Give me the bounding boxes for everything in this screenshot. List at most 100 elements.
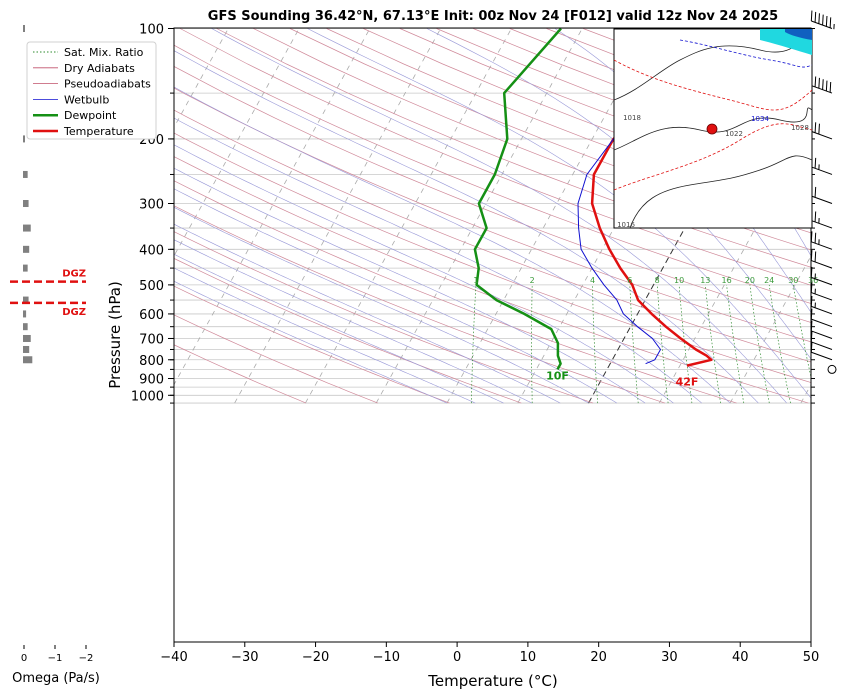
wind-barb-staff [811, 352, 832, 360]
wind-barb-staff [811, 342, 832, 350]
wind-barb-flag [811, 321, 812, 331]
wind-barb-flag [811, 342, 812, 352]
x-tick-label: 0 [453, 650, 461, 665]
omega-tick-label: −2 [79, 653, 94, 664]
wind-barb-flag [811, 282, 812, 292]
wind-barbs [811, 11, 836, 374]
wind-barb-flag [819, 78, 820, 88]
wind-barb-flag [815, 12, 816, 22]
wind-barb-flag [830, 82, 831, 92]
mixing-ratio-line [593, 285, 598, 403]
y-tick-label: 800 [139, 354, 164, 369]
wind-barb-flag [815, 233, 816, 243]
calm-wind-circle [828, 365, 836, 373]
omega-bar [23, 225, 31, 232]
omega-bar [23, 346, 29, 353]
legend-label: Temperature [63, 125, 134, 138]
legend-label: Dewpoint [64, 109, 117, 122]
omega-tick-label: −1 [48, 653, 63, 664]
wind-barb-flag [815, 187, 816, 197]
omega-bar [23, 310, 26, 317]
mixing-ratio-line [630, 285, 638, 403]
mixing-ratio-label: 6 [627, 276, 632, 285]
chart-title: GFS Sounding 36.42°N, 67.13°E Init: 00z … [208, 9, 778, 24]
mixing-ratio-label: 10 [674, 276, 684, 285]
inset-map: 1034 1018 1016 1028 1022 [614, 29, 812, 229]
map-pressure-label: 1022 [725, 130, 743, 138]
x-tick-label: 30 [661, 650, 678, 665]
x-axis-label: Temperature (°C) [427, 672, 557, 690]
y-tick-label: 600 [139, 308, 164, 323]
x-tick-label: −40 [160, 650, 187, 665]
wind-barb-flag [819, 13, 820, 23]
temperature-surface-label: 42F [676, 376, 699, 389]
mixing-ratio-label: 1 [473, 276, 478, 285]
wind-barb-flag [823, 79, 824, 89]
wind-barb-flag [811, 250, 812, 260]
legend-label: Wetbulb [64, 93, 109, 106]
mixing-ratio-label: 8 [655, 276, 660, 285]
legend-label: Sat. Mix. Ratio [64, 46, 144, 59]
wind-barb-staff [811, 293, 832, 301]
map-pressure-label: 1018 [623, 114, 641, 122]
omega-tick-label: 0 [21, 653, 27, 664]
x-tick-label: 10 [520, 650, 537, 665]
mixing-ratio-label: 30 [788, 276, 798, 285]
x-tick-label: −30 [231, 650, 258, 665]
dgz-label: DGZ [62, 269, 86, 280]
dewpoint-surface-label: 10F [546, 369, 569, 382]
mixing-ratio-line [532, 285, 533, 403]
omega-bar [23, 135, 25, 142]
legend-label: Pseudoadiabats [64, 78, 151, 91]
wind-barb-flag [811, 332, 812, 342]
y-tick-label: 400 [139, 243, 164, 258]
wind-barb-staff [811, 242, 832, 250]
mixing-ratio-label: 2 [530, 276, 535, 285]
map-pressure-label: 1028 [791, 124, 809, 132]
wind-barb-flag [815, 211, 816, 221]
map-pressure-label: 1016 [617, 221, 635, 229]
y-tick-label: 100 [139, 23, 164, 38]
wind-barb-flag [819, 124, 820, 134]
wind-barb-flag [811, 267, 812, 277]
mixing-ratio-label: 4 [590, 276, 595, 285]
isotherm [0, 29, 16, 404]
mixing-ratio-label: 24 [764, 276, 774, 285]
wind-barb-staff [811, 261, 832, 269]
surface-labels: 42F 10F [546, 369, 698, 388]
location-marker [707, 124, 717, 134]
omega-bar [23, 265, 28, 272]
omega-bar [23, 323, 28, 330]
isotherm [164, 29, 370, 404]
wind-barb-staff [811, 167, 832, 175]
mixing-ratio-line [793, 285, 817, 403]
wind-barb-flag [815, 252, 816, 262]
wind-barb-flag [815, 77, 816, 87]
map-pressure-label: 1034 [751, 115, 769, 123]
wind-barb-flag [811, 231, 812, 241]
wind-barb-flag [830, 17, 831, 27]
omega-bar [23, 25, 25, 32]
x-tick-label: −20 [302, 650, 329, 665]
mixing-ratio-label: 36 [808, 276, 818, 285]
wind-barb-flag [811, 11, 812, 21]
x-tick-label: −10 [373, 650, 400, 665]
mixing-ratio-line [705, 285, 720, 403]
omega-bar [23, 246, 29, 253]
wind-barb-flag [815, 122, 816, 132]
wind-barb-flag [811, 296, 812, 306]
dgz-label: DGZ [62, 307, 86, 318]
x-tick-label: 50 [803, 650, 820, 665]
y-tick-label: 1000 [131, 389, 164, 404]
wind-barb-flag [826, 16, 827, 26]
wind-barb-staff [811, 319, 832, 327]
omega-bar [23, 171, 28, 178]
wind-barb-staff [811, 221, 832, 229]
dewpoint-line [475, 29, 561, 370]
y-tick-label: 900 [139, 373, 164, 388]
mixing-ratio-label: 13 [700, 276, 710, 285]
